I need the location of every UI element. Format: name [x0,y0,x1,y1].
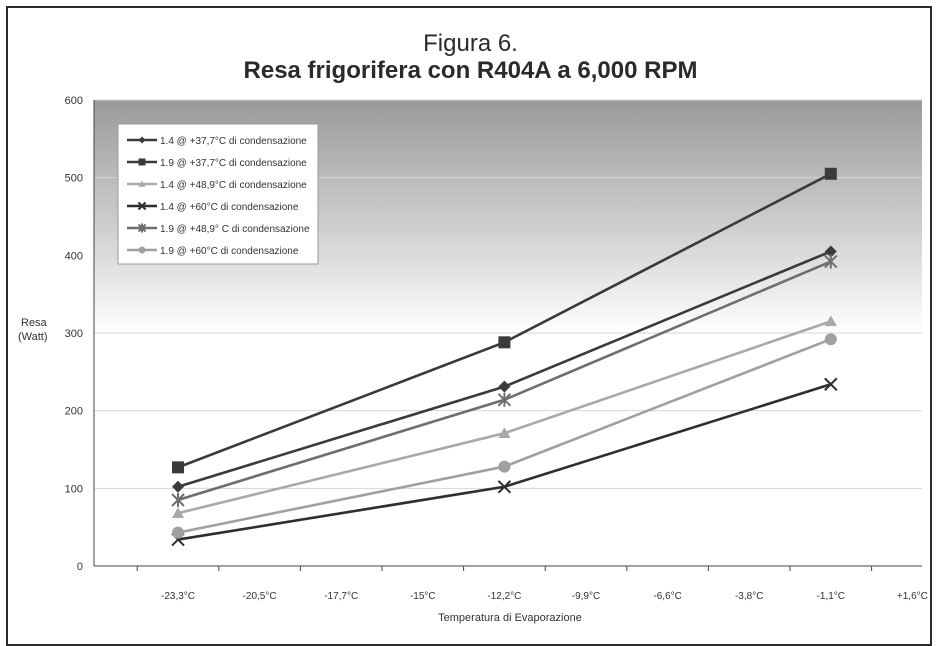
data-point [498,427,511,438]
legend-label: 1.9 @ +48,9° C di condensazione [160,224,310,235]
x-tick-label: -17,7°C [324,591,358,602]
legend-item: 1.9 @ +37,7°C di condensazione [127,158,307,169]
x-axis-label: Temperatura di Evaporazione [438,612,582,624]
legend-label: 1.9 @ +37,7°C di condensazione [160,158,307,169]
series [172,245,837,493]
axes [93,100,922,571]
series [171,254,838,507]
x-tick-label: -15°C [410,591,436,602]
data-point [498,460,511,473]
data-point [497,392,512,407]
legend-item: 1.4 @ +60°C di condensazione [127,201,299,213]
legend-item: 1.4 @ +48,9°C di condensazione [127,180,307,191]
data-point [137,223,147,233]
x-tick-label: -1,1°C [817,591,845,602]
data-point [824,254,838,269]
data-point [497,480,512,494]
data-point [498,336,511,349]
y-tick-label: 300 [65,328,83,340]
data-point [138,180,146,187]
legend-item: 1.9 @ +60°C di condensazione [127,246,299,257]
legend-label: 1.9 @ +60°C di condensazione [160,246,299,257]
legend-label: 1.4 @ +48,9°C di condensazione [160,180,307,191]
legend-label: 1.4 @ +37,7°C di condensazione [160,136,307,147]
series [172,315,837,518]
chart-title: Resa frigorifera con R404A a 6,000 RPM [243,57,698,84]
y-tick-label: 400 [65,250,83,262]
data-point [138,136,146,144]
data-point [137,201,147,211]
x-tick-label: -23,3°C [161,591,195,602]
data-point [824,333,837,346]
data-point [498,380,511,393]
data-point [172,526,184,539]
y-axis-label-line1: Resa [21,317,48,329]
data-point [824,377,838,391]
data-point [824,315,837,327]
legend-label: 1.4 @ +60°C di condensazione [160,202,299,213]
data-point [172,480,184,493]
data-point [172,507,184,518]
x-tick-label: -3,8°C [735,591,763,602]
y-tick-label: 600 [65,95,83,107]
series-group [171,167,838,547]
x-tick-label: -6,6°C [653,591,681,602]
data-point [824,167,837,180]
legend-box [117,123,319,265]
data-point [138,246,146,254]
x-tick-labels: -23,3°C -20,5°C -17,7°C -15°C -12,2°C -9,9°C -… [161,591,928,602]
data-point [172,461,184,474]
data-point [171,492,185,507]
x-tick-label: -12,2°C [487,591,521,602]
legend-item: 1.9 @ +48,9° C di condensazione [127,223,310,235]
data-point [138,158,146,166]
y-tick-label: 100 [65,483,83,495]
y-tick-label: 500 [65,173,83,185]
y-tick-labels: 0 100 200 300 400 500 600 [65,95,83,573]
data-point [824,245,837,258]
legend: 1.4 @ +37,7°C di condensazione 1.9 @ +37,… [117,123,319,265]
x-tick-label: -9,9°C [572,591,600,602]
series [172,167,837,474]
legend-item: 1.4 @ +37,7°C di condensazione [127,136,307,147]
x-tick-label: -20,5°C [243,591,277,602]
series [172,333,837,539]
figure-title: Figura 6. [423,30,518,57]
y-tick-label: 0 [77,561,83,573]
y-axis-label-line2: (Watt) [18,331,48,343]
y-tick-label: 200 [65,406,83,418]
x-tick-label: +1,6°C [897,591,928,602]
